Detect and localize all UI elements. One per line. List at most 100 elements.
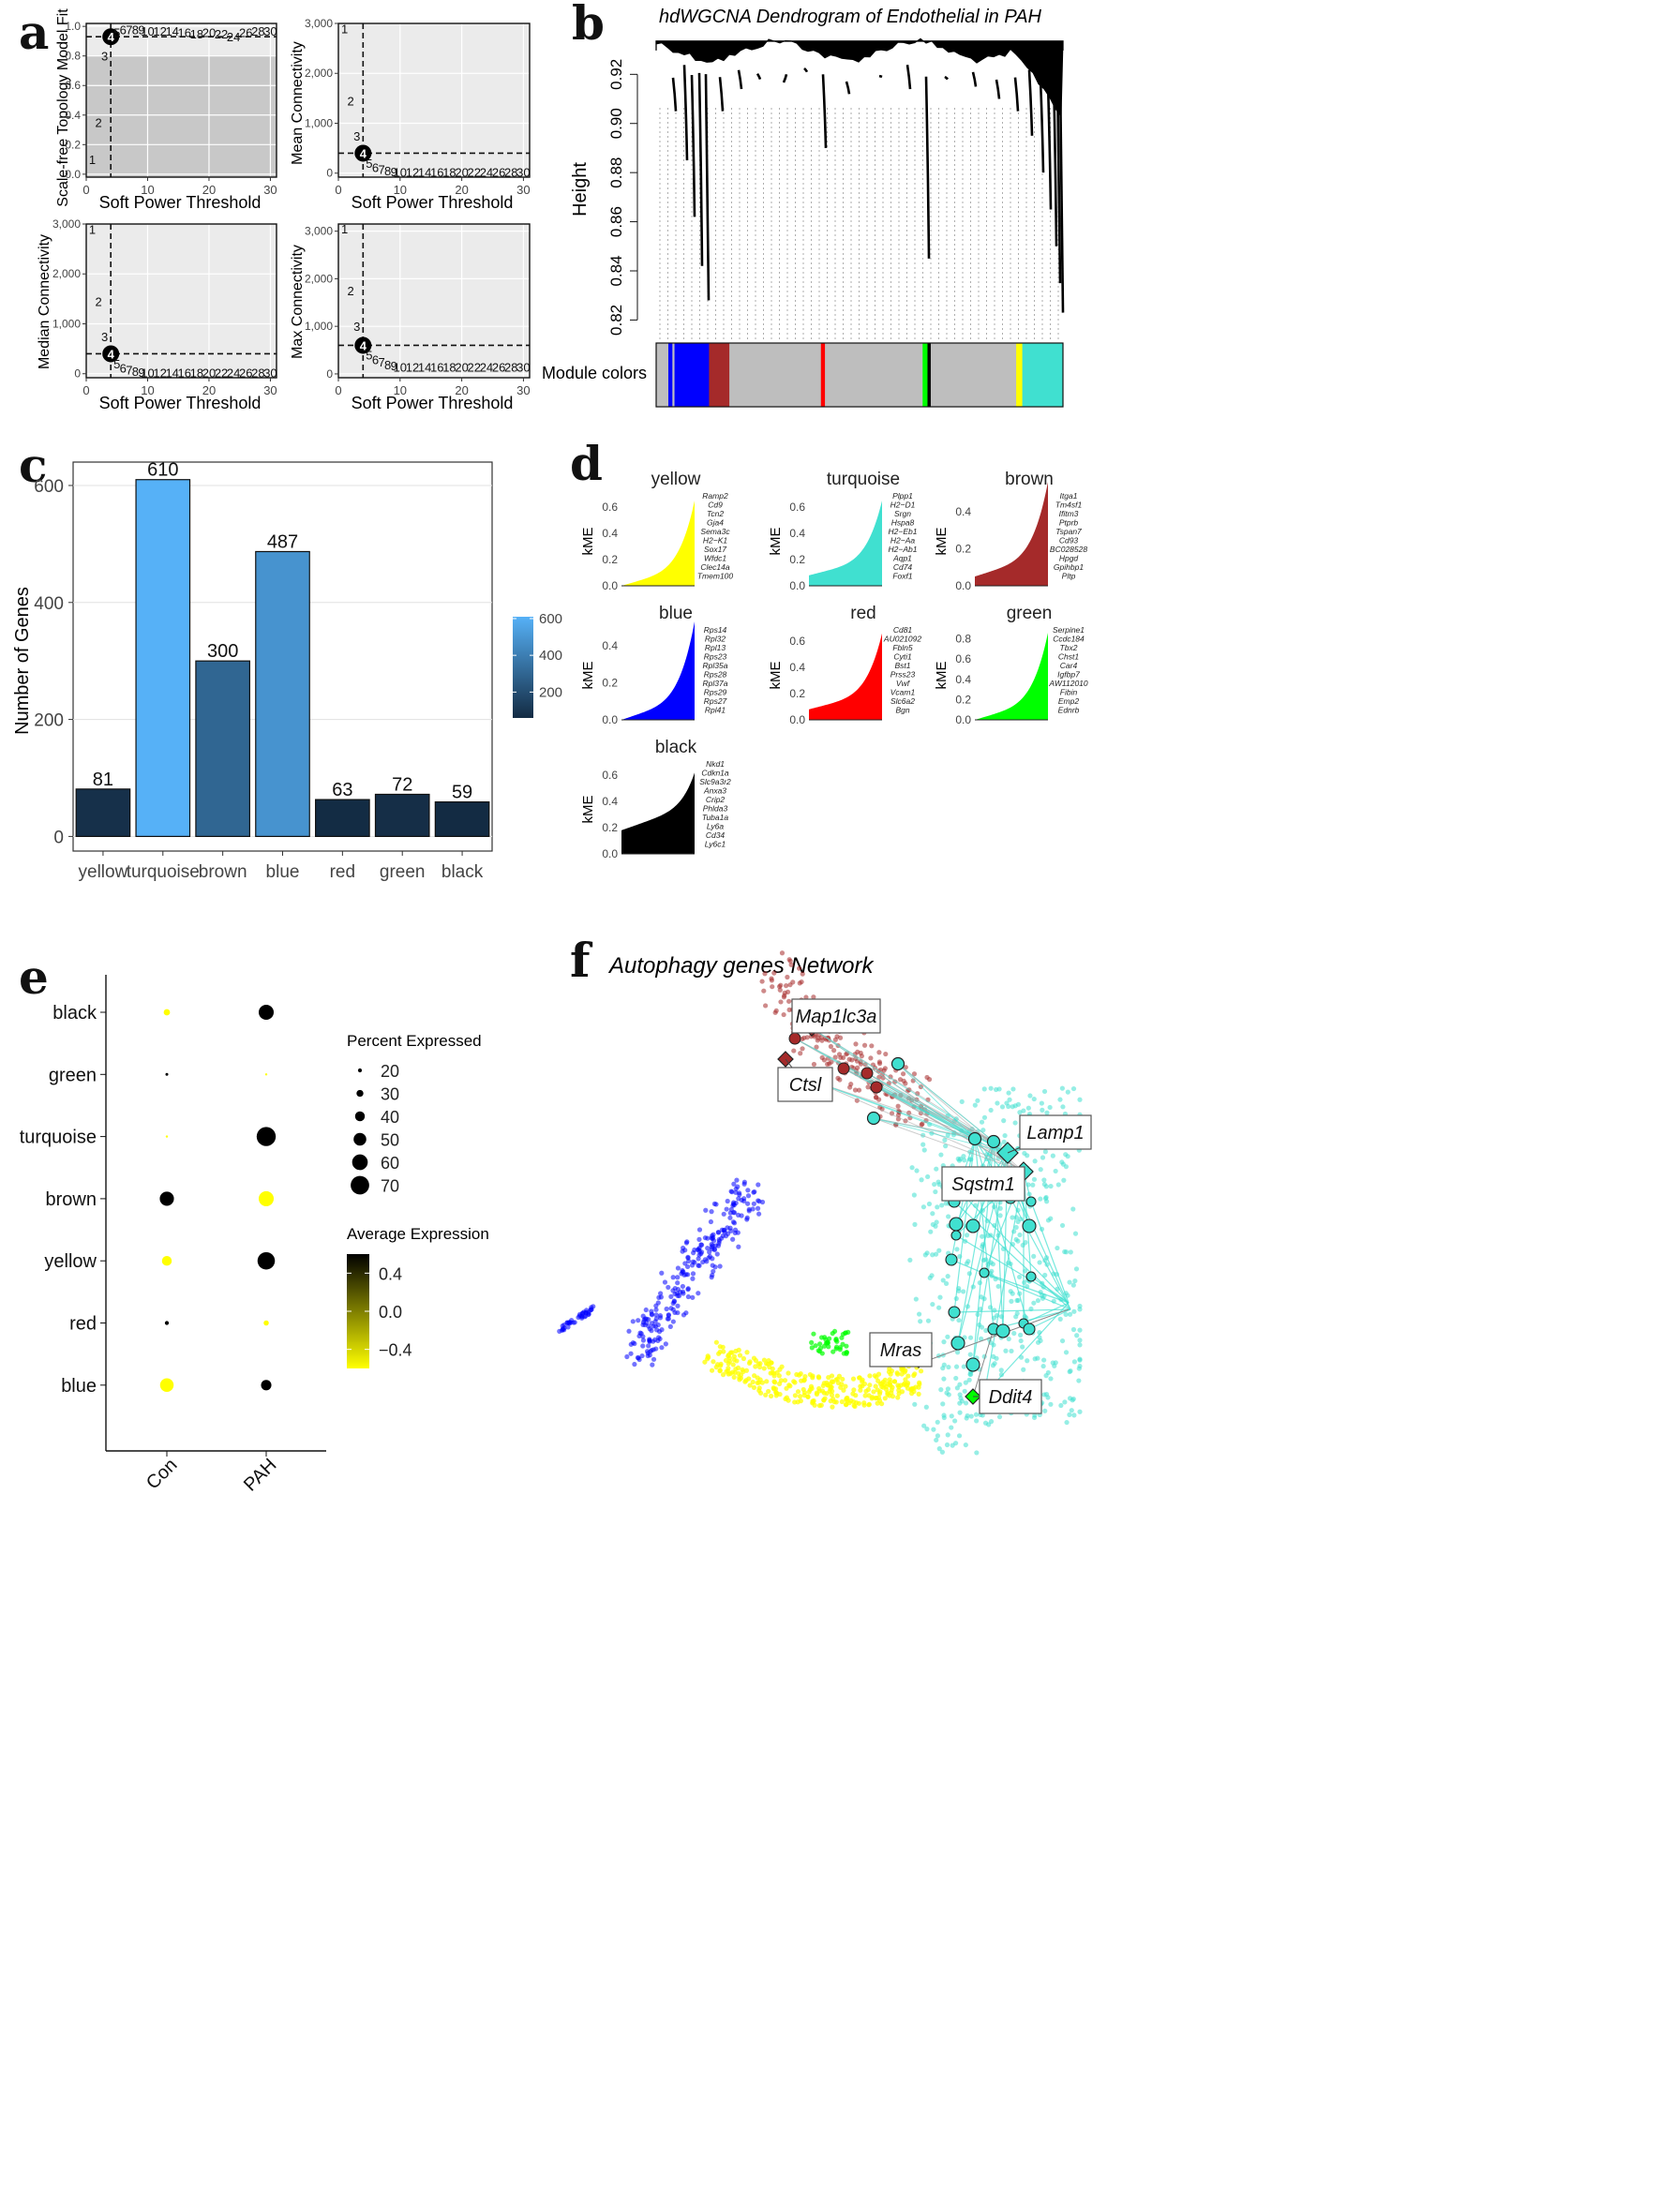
cell-point [826,1375,831,1381]
y-tick-label: green [49,1065,97,1085]
cell-point [709,1209,714,1215]
cell-point [658,1291,664,1296]
cell-point [1040,1363,1046,1369]
bar-value-label: 487 [267,531,298,552]
cell-point [739,1213,744,1218]
cell-point [730,1362,736,1368]
power-point-label: 3 [353,320,360,334]
cell-point [737,1374,742,1381]
power-point-label: 30 [263,24,277,38]
cell-point [680,1289,686,1294]
bar-value-label: 300 [207,641,238,662]
cell-point [1070,1326,1077,1333]
cell-point [696,1236,702,1242]
cell-point [891,1379,898,1384]
cell-point [591,1304,596,1309]
kme-module-title: yellow [651,470,701,489]
cell-point [957,1400,963,1406]
cell-point [1043,1373,1049,1379]
cell-point [682,1248,688,1253]
cell-point [1040,1155,1046,1160]
cell-point [663,1341,668,1347]
power-point-label: 2 [348,95,354,109]
kme-gene-label: Cd34 [706,830,726,840]
cell-point [920,1142,926,1147]
dendrogram-branch [1058,75,1065,313]
y-tick-label: 1,000 [305,116,333,129]
cell-point [728,1188,734,1194]
cell-point [774,1391,780,1397]
kme-gene-label: Rps23 [704,652,727,662]
cell-point [745,1193,752,1199]
cell-point [1039,1100,1044,1106]
cell-point [828,1043,834,1050]
plot-border [337,22,531,178]
average-expression-title: Average Expression [347,1225,489,1243]
cell-point [640,1343,646,1349]
cell-point [731,1210,738,1216]
cell-point [730,1219,737,1225]
y-tick-label: 0 [53,828,64,847]
cell-point [990,1363,996,1368]
cell-point [710,1263,715,1268]
power-point-label: 1 [89,222,96,236]
kme-tick-label: 0.6 [789,635,805,648]
cell-point [798,1051,803,1056]
power-point-label: 28 [504,360,517,374]
power-point-label: 12 [153,24,166,38]
cell-point [710,1233,715,1239]
cell-point [557,1328,562,1334]
bar-turquoise [135,479,191,837]
cell-point [912,1401,918,1407]
edge [983,1171,1025,1396]
kme-gene-label: Tcn2 [707,509,724,518]
cell-point [1065,1089,1070,1095]
gene-label-box [941,1166,1025,1202]
kme-gene-label: Rpl35a [703,661,728,670]
cell-point [1021,1108,1026,1113]
cell-point [690,1294,696,1300]
turquoise-gene-node [890,1056,905,1071]
power-point-label: 30 [263,366,277,381]
kme-tick-label: 0.2 [789,553,805,566]
cell-point [967,1335,974,1340]
cell-point [937,1294,943,1300]
panel-label-a: a [19,5,49,60]
cell-point [626,1328,632,1334]
y-tick-label: 0.90 [607,108,625,139]
dendrogram-branch [704,74,711,301]
x-tick-label: 20 [202,183,216,197]
cell-point [1042,1272,1048,1278]
module-color-segment [674,343,710,407]
cell-point [945,1432,950,1438]
cell-point [723,1357,729,1364]
cell-point [876,1074,882,1080]
cell-point [840,1376,845,1382]
size-legend-dot [352,1154,368,1171]
turquoise-gene-node [1025,1271,1037,1282]
cell-point [1057,1097,1063,1102]
kme-tick-label: 0.2 [602,676,618,689]
cell-point [721,1211,726,1217]
turquoise-gene-node [965,1357,980,1372]
cell-point [1057,1316,1063,1322]
module-colors-label: Module colors [542,364,647,382]
kme-panels: yellow kME 0.0 0.2 0.4 0.6 Ramp2Cd9Tcn2Gja4Sem… [580,470,1088,860]
dendrogram-branch [803,67,809,73]
cell-point [647,1338,652,1343]
cell-point [759,1199,766,1205]
dendrogram-branch [1052,73,1058,247]
dendrogram-branch [1046,82,1053,210]
power-point-label: 6 [372,160,379,174]
cell-point [762,971,768,977]
cell-point [668,1306,674,1311]
x-tick-label: 10 [394,383,407,397]
cell-point [828,1398,833,1404]
cell-point [999,1104,1006,1110]
cell-point [831,1328,838,1335]
cell-point [1050,1153,1055,1158]
power-point-label: 18 [442,360,456,374]
cell-point [933,1223,938,1229]
cell-point [698,1242,705,1248]
cell-point [675,1303,681,1308]
